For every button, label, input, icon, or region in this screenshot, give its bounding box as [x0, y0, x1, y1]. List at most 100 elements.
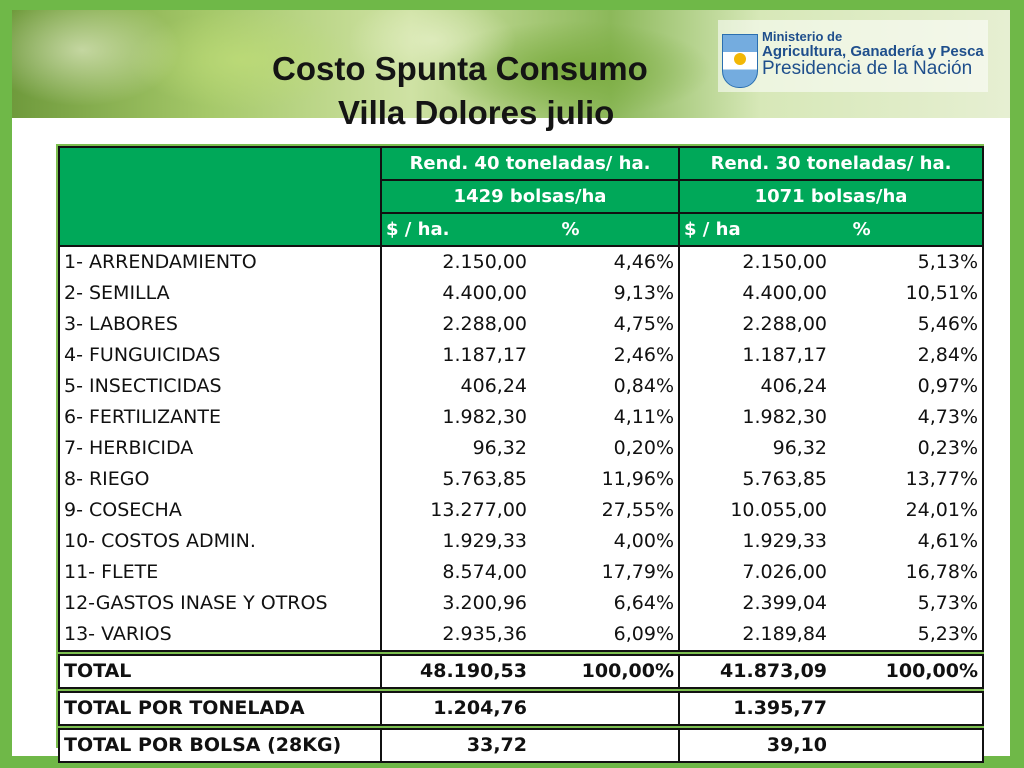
row-b-percent: 5,46% — [831, 309, 985, 340]
row-a-percent: 4,00% — [531, 526, 681, 557]
row-label: 12-GASTOS INASE Y OTROS — [58, 588, 382, 619]
row-a-percent: 4,75% — [531, 309, 681, 340]
row-a-value: 1.982,30 — [381, 402, 531, 433]
table-row: 8- RIEGO 5.763,85 11,96% 5.763,85 13,77% — [58, 464, 985, 495]
gap-cell — [531, 688, 680, 692]
row-label: 5- INSECTICIDAS — [58, 371, 382, 402]
header-blank-cell — [58, 146, 382, 247]
table-row: 4- FUNGUICIDAS 1.187,17 2,46% 1.187,17 2,84% — [58, 340, 985, 371]
gap-cell — [679, 688, 832, 692]
ministry-line-2: Agricultura, Ganadería y Pesca — [762, 42, 984, 60]
total-per-ton-row-label: TOTAL POR TONELADA — [58, 691, 382, 726]
row-b-value: 4.400,00 — [679, 278, 832, 309]
row-b-percent: 0,97% — [831, 371, 985, 402]
row-a-value: 2.935,36 — [381, 619, 531, 652]
gap-cell — [831, 725, 984, 729]
row-b-value: 2.399,04 — [679, 588, 832, 619]
table-row: 13- VARIOS 2.935,36 6,09% 2.189,84 5,23% — [58, 619, 985, 652]
row-a-percent: 2,46% — [531, 340, 681, 371]
total-row-b-value: 41.873,09 — [678, 654, 832, 689]
row-a-value: 13.277,00 — [381, 495, 531, 526]
row-a-value: 4.400,00 — [381, 278, 531, 309]
row-b-value: 2.150,00 — [679, 245, 832, 278]
row-b-value: 2.288,00 — [679, 309, 832, 340]
row-a-value: 8.574,00 — [381, 557, 531, 588]
ministry-line-3: Presidencia de la Nación — [762, 58, 973, 80]
total-per-bag-row-a-value: 33,72 — [380, 728, 531, 763]
table-row: 9- COSECHA 13.277,00 27,55% 10.055,00 24,01% — [58, 495, 985, 526]
total-per-ton-row: TOTAL POR TONELADA 1.204,76 1.395,77 — [58, 691, 985, 726]
row-a-value: 1.187,17 — [381, 340, 531, 371]
gap-cell — [531, 725, 680, 729]
row-a-percent: 11,96% — [531, 464, 681, 495]
row-a-percent: 9,13% — [531, 278, 681, 309]
row-b-percent: 0,23% — [831, 433, 985, 464]
row-label: 9- COSECHA — [58, 495, 382, 526]
gap-cell — [59, 725, 381, 729]
row-a-percent: 4,11% — [531, 402, 681, 433]
total-per-bag-row: TOTAL POR BOLSA (28KG) 33,72 39,10 — [58, 728, 985, 763]
row-a-percent: 6,09% — [531, 619, 681, 652]
row-b-percent: 5,13% — [831, 245, 985, 278]
ministry-logo: Ministerio de Agricultura, Ganadería y P… — [762, 30, 984, 79]
row-b-percent: 4,61% — [831, 526, 985, 557]
table-row: 11- FLETE 8.574,00 17,79% 7.026,00 16,78% — [58, 557, 985, 588]
total-row: TOTAL 48.190,53 100,00% 41.873,09 100,00% — [58, 654, 985, 689]
row-a-value: 1.929,33 — [381, 526, 531, 557]
row-a-percent: 0,20% — [531, 433, 681, 464]
row-b-value: 10.055,00 — [679, 495, 832, 526]
table-row: 7- HERBICIDA 96,32 0,20% 96,32 0,23% — [58, 433, 985, 464]
argentina-shield-icon — [722, 34, 758, 88]
row-b-percent: 10,51% — [831, 278, 985, 309]
sun-icon — [734, 53, 746, 65]
table-row: 12-GASTOS INASE Y OTROS 3.200,96 6,64% 2.39… — [58, 588, 985, 619]
col-a-pct-label: % — [561, 219, 580, 240]
cost-table: Rend. 40 toneladas/ ha. Rend. 30 tonelad… — [58, 146, 985, 763]
row-a-percent: 4,46% — [531, 245, 681, 278]
gap-cell — [679, 725, 832, 729]
table-row: 1- ARRENDAMIENTO 2.150,00 4,46% 2.150,00 5,1… — [58, 245, 985, 278]
row-b-value: 406,24 — [679, 371, 832, 402]
row-b-value: 7.026,00 — [679, 557, 832, 588]
total-per-ton-row-b-percent — [831, 691, 985, 726]
row-gap — [59, 688, 984, 692]
ministry-line-1: Ministerio de — [762, 29, 843, 44]
row-a-value: 96,32 — [381, 433, 531, 464]
gap-cell — [381, 688, 531, 692]
col-a-bags: 1429 bolsas/ha — [379, 179, 681, 214]
row-b-percent: 16,78% — [831, 557, 985, 588]
row-b-value: 1.929,33 — [679, 526, 832, 557]
gap-cell — [59, 651, 381, 655]
row-b-percent: 5,73% — [831, 588, 985, 619]
total-per-bag-row-b-value: 39,10 — [678, 728, 832, 763]
row-label: 2- SEMILLA — [58, 278, 382, 309]
gap-cell — [831, 688, 984, 692]
row-label: 4- FUNGUICIDAS — [58, 340, 382, 371]
row-label: 8- RIEGO — [58, 464, 382, 495]
total-per-bag-row-b-percent — [831, 728, 985, 763]
row-b-percent: 24,01% — [831, 495, 985, 526]
table-row: 2- SEMILLA 4.400,00 9,13% 4.400,00 10,51% — [58, 278, 985, 309]
row-a-value: 2.288,00 — [381, 309, 531, 340]
row-b-percent: 4,73% — [831, 402, 985, 433]
total-row-b-percent: 100,00% — [831, 654, 985, 689]
col-b-bags: 1071 bolsas/ha — [678, 179, 985, 214]
row-label: 6- FERTILIZANTE — [58, 402, 382, 433]
total-per-bag-row-label: TOTAL POR BOLSA (28KG) — [58, 728, 382, 763]
row-b-value: 1.187,17 — [679, 340, 832, 371]
col-b-unit-header: $ / ha% — [678, 212, 985, 247]
row-b-value: 5.763,85 — [679, 464, 832, 495]
row-label: 3- LABORES — [58, 309, 382, 340]
row-a-value: 5.763,85 — [381, 464, 531, 495]
table-row: 6- FERTILIZANTE 1.982,30 4,11% 1.982,30 4,73… — [58, 402, 985, 433]
row-b-percent: 13,77% — [831, 464, 985, 495]
row-a-value: 406,24 — [381, 371, 531, 402]
row-label: 13- VARIOS — [58, 619, 382, 652]
row-a-percent: 0,84% — [531, 371, 681, 402]
row-a-percent: 17,79% — [531, 557, 681, 588]
table-row: 10- COSTOS ADMIN. 1.929,33 4,00% 1.929,33 4,… — [58, 526, 985, 557]
gap-cell — [381, 725, 531, 729]
row-label: 7- HERBICIDA — [58, 433, 382, 464]
table-row: 3- LABORES 2.288,00 4,75% 2.288,00 5,46% — [58, 309, 985, 340]
gap-cell — [381, 651, 531, 655]
